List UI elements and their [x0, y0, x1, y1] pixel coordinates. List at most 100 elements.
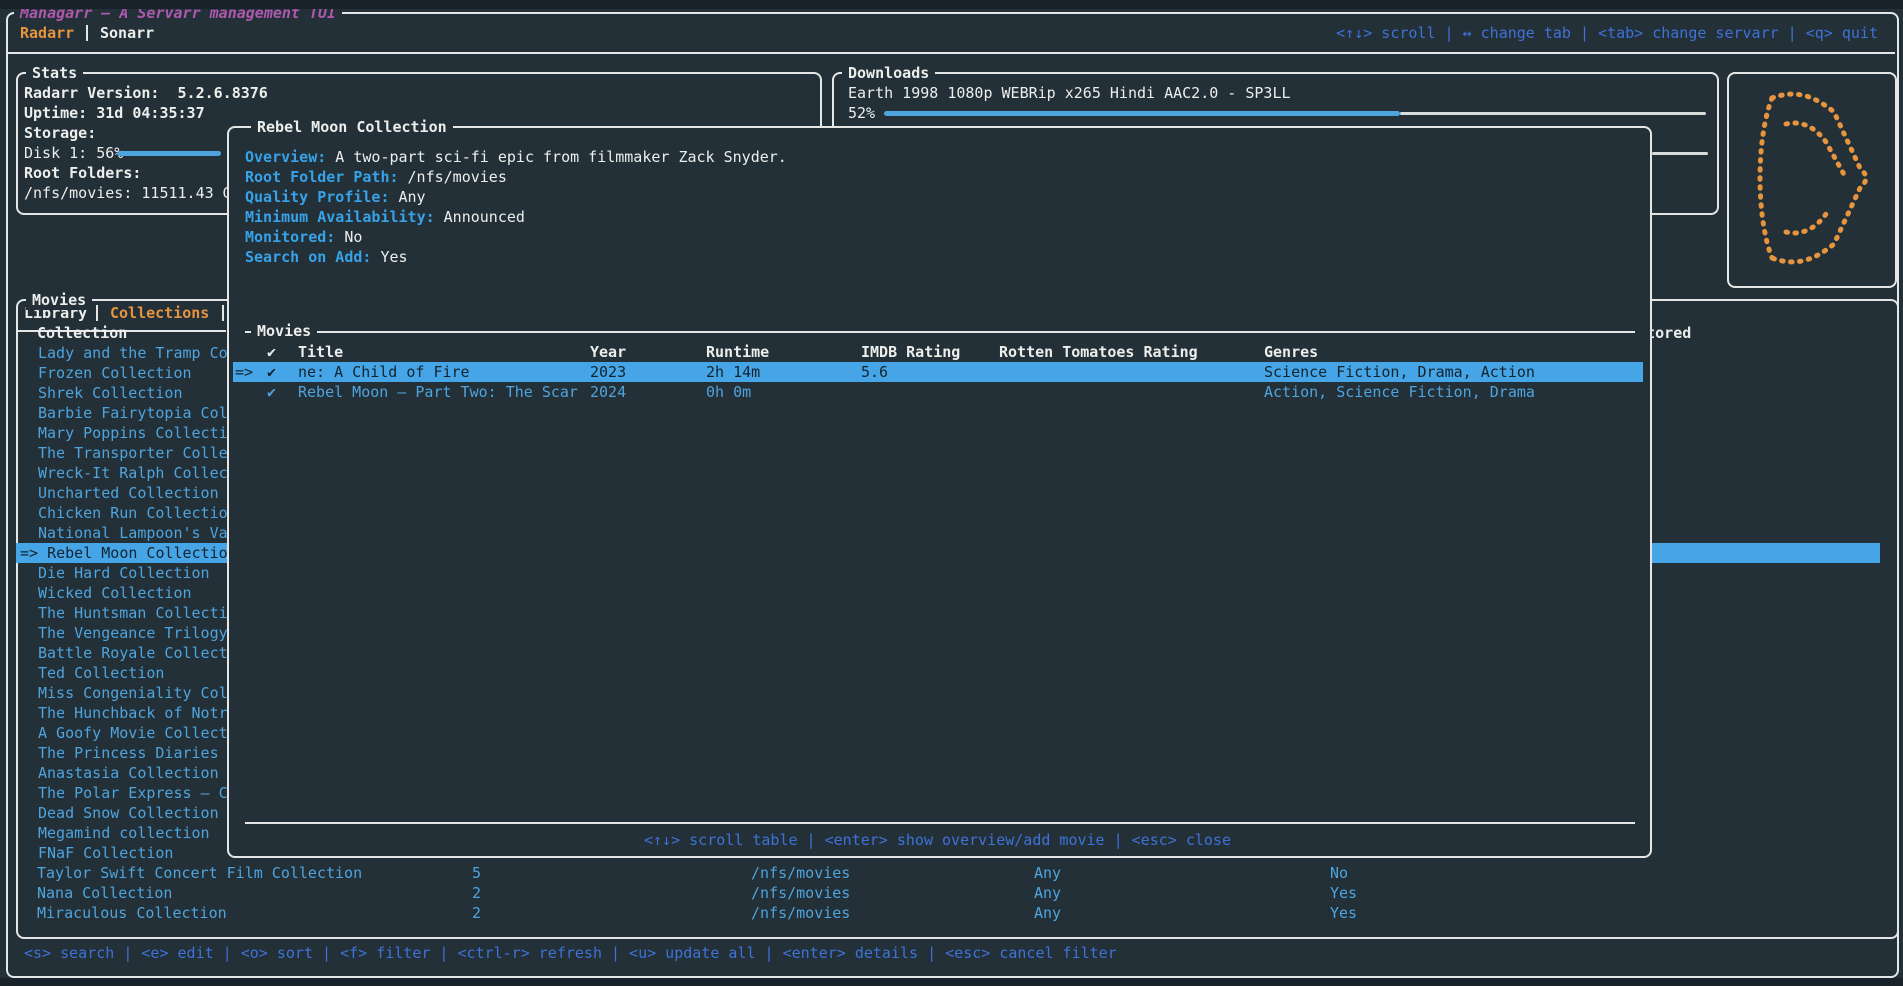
collection-list-item[interactable]: Frozen Collection — [38, 364, 192, 382]
modal-field-label: Monitored: — [245, 228, 336, 246]
modal-field-value: No — [344, 228, 363, 246]
collection-list-item[interactable]: The Princess Diaries — [38, 744, 219, 762]
collection-list-item[interactable]: Shrek Collection — [38, 384, 183, 402]
modal-table-title: Movies — [251, 321, 318, 341]
collection-list-item[interactable]: Chicken Run Collectio — [38, 504, 228, 522]
collection-list-item[interactable]: The Polar Express – C — [38, 784, 228, 802]
modal-movie-cell-year: 2024 — [590, 383, 627, 401]
tab-radarr[interactable]: Radarr — [20, 24, 75, 42]
modal-movie-cell-genres: Action, Science Fiction, Drama — [1264, 383, 1535, 401]
modal-field-value: Announced — [443, 208, 525, 226]
stats-version: Radarr Version: 5.2.6.8376 — [24, 84, 268, 102]
movies-tab-divider-1 — [96, 305, 98, 321]
collection-list-item[interactable]: Wicked Collection — [38, 584, 192, 602]
modal-selected-row-strip[interactable] — [233, 362, 1643, 382]
modal-movie-cell-check: ✔ — [267, 363, 277, 381]
collection-list-item[interactable]: Wreck-It Ralph Collec — [38, 464, 228, 482]
collection-list-item[interactable]: The Huntsman Collecti — [38, 604, 228, 622]
modal-table-header: Genres — [1264, 343, 1319, 361]
modal-row-prefix: => — [235, 363, 254, 381]
tab-divider — [86, 25, 88, 41]
collection-row-movies: 2 — [472, 904, 482, 922]
header-separator — [8, 52, 1895, 54]
modal-field-value: Yes — [380, 248, 408, 266]
bottom-screen-edge — [0, 978, 1903, 986]
collection-list-item[interactable]: FNaF Collection — [38, 844, 174, 862]
downloads-title: Downloads — [842, 63, 936, 83]
collection-list-item[interactable]: A Goofy Movie Collect — [38, 724, 228, 742]
collection-row-quality: Any — [1034, 904, 1062, 922]
top-screen-edge — [0, 0, 1903, 9]
download2-gauge-track — [1652, 152, 1708, 155]
collection-row-path: /nfs/movies — [751, 904, 851, 922]
movies-tab-divider-2 — [222, 305, 224, 321]
modal-table-header: ✔ — [267, 343, 277, 361]
modal-table-header: Year — [590, 343, 627, 361]
collection-list-item[interactable]: Anastasia Collection — [38, 764, 219, 782]
modal-field-value: /nfs/movies — [407, 168, 507, 186]
download-item-name[interactable]: Earth 1998 1080p WEBRip x265 Hindi AAC2.… — [848, 84, 1291, 102]
collection-list-item[interactable]: Megamind collection — [38, 824, 210, 842]
stats-storage-label: Storage: — [24, 124, 97, 142]
modal-field-label: Search on Add: — [245, 248, 372, 266]
download-gauge-track — [1400, 112, 1706, 115]
collection-row-quality: Any — [1034, 884, 1062, 902]
download-percent-label: 52% — [848, 104, 876, 122]
collection-list-item[interactable]: Battle Royale Collect — [38, 644, 228, 662]
collection-row-search_on_add: Yes — [1330, 904, 1358, 922]
collection-row-search_on_add: No — [1330, 864, 1349, 882]
modal-table-bottom-border — [245, 822, 1635, 824]
collection-list-item[interactable]: Uncharted Collection — [38, 484, 219, 502]
root-folders-label: Root Folders: — [24, 164, 142, 182]
collection-row-movies: 5 — [472, 864, 482, 882]
disk-gauge-bar — [117, 151, 221, 156]
modal-table-header: Rotten Tomatoes Rating — [999, 343, 1198, 361]
modal-footer-keybinds: <↑↓> scroll table | <enter> show overvie… — [644, 831, 1231, 849]
modal-field-value: Any — [398, 188, 426, 206]
collection-list-item[interactable]: The Transporter Colle — [38, 444, 228, 462]
collection-list-item[interactable]: Die Hard Collection — [38, 564, 210, 582]
modal-movie-cell-runtime: 0h 0m — [706, 383, 752, 401]
download-gauge-bar — [884, 111, 1400, 116]
collection-list-item[interactable]: Lady and the Tramp Co — [38, 344, 228, 362]
collection-list-item[interactable]: Dead Snow Collection — [38, 804, 219, 822]
collection-list-item[interactable]: Mary Poppins Collecti — [38, 424, 228, 442]
modal-movie-cell-title[interactable]: ne: A Child of Fire — [298, 363, 470, 381]
collection-list-item[interactable]: The Hunchback of Notr — [38, 704, 228, 722]
tab-sonarr[interactable]: Sonarr — [100, 24, 155, 42]
collection-list-item[interactable]: National Lampoon's Va — [38, 524, 228, 542]
modal-movie-cell-imdb: 5.6 — [861, 363, 889, 381]
collection-row-movies: 2 — [472, 884, 482, 902]
collection-details-modal: Rebel Moon Collection Overview: A two-par… — [227, 117, 1652, 858]
modal-table-top-border — [245, 331, 1635, 333]
modal-movie-cell-title[interactable]: Rebel Moon – Part Two: The Scar — [298, 383, 578, 401]
collection-column-header: Collection — [37, 324, 128, 342]
collection-list-item[interactable]: The Vengeance Trilogy — [38, 624, 228, 642]
modal-movie-cell-runtime: 2h 14m — [706, 363, 761, 381]
bottom-keybar: <s> search | <e> edit | <o> sort | <f> f… — [24, 944, 1117, 962]
collection-row-name[interactable]: Taylor Swift Concert Film Collection — [37, 864, 363, 882]
logo-panel — [1727, 72, 1897, 288]
collection-row-name[interactable]: Miraculous Collection — [37, 904, 227, 922]
collection-list-item[interactable]: Ted Collection — [38, 664, 165, 682]
disk-gauge-label: Disk 1: 56% — [24, 144, 124, 162]
modal-movie-cell-check: ✔ — [267, 383, 277, 401]
movies-tab-underline — [17, 330, 226, 332]
modal-field-label: Minimum Availability: — [245, 208, 435, 226]
collection-list-item[interactable]: Barbie Fairytopia Col — [38, 404, 228, 422]
collection-row-path: /nfs/movies — [751, 884, 851, 902]
radarr-ascii-logo — [1757, 91, 1869, 265]
collection-row-path: /nfs/movies — [751, 864, 851, 882]
collection-list-item-selected[interactable]: => Rebel Moon Collection — [20, 544, 237, 562]
stats-title: Stats — [26, 63, 84, 83]
collection-list-item[interactable]: Miss Congeniality Col — [38, 684, 228, 702]
tab-collections[interactable]: Collections — [110, 304, 210, 322]
modal-movie-cell-year: 2023 — [590, 363, 627, 381]
modal-title: Rebel Moon Collection — [251, 117, 453, 137]
modal-field-value: A two-part sci-fi epic from filmmaker Za… — [335, 148, 787, 166]
collection-row-quality: Any — [1034, 864, 1062, 882]
modal-table-header: IMDB Rating — [861, 343, 961, 361]
collection-row-search_on_add: Yes — [1330, 884, 1358, 902]
collection-row-name[interactable]: Nana Collection — [37, 884, 173, 902]
